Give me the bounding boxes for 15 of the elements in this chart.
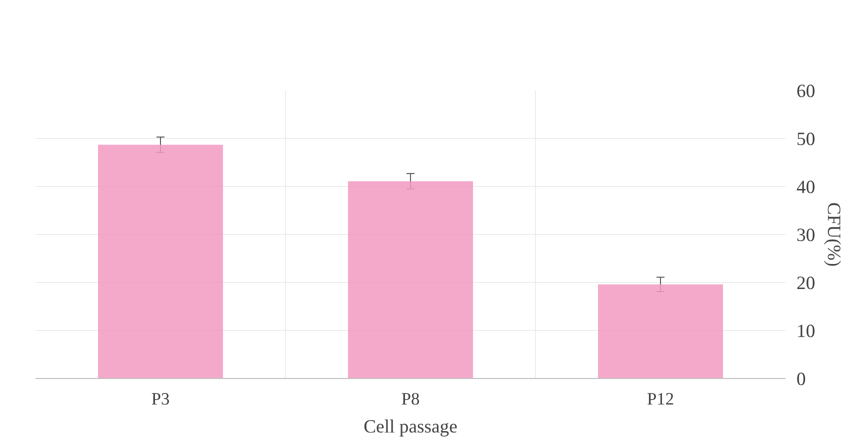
- bar: [348, 181, 473, 378]
- y-tick-label: 0: [796, 369, 806, 390]
- y-tick-label: 10: [796, 321, 816, 342]
- y-tick-label: 60: [796, 81, 816, 102]
- bar: [598, 284, 723, 378]
- y-tick-label: 50: [796, 129, 816, 150]
- x-tick-label: P12: [647, 390, 674, 408]
- y-tick-label: 40: [796, 177, 816, 198]
- y-tick-label: 20: [796, 273, 816, 294]
- x-tick-label: P8: [401, 390, 420, 408]
- y-tick-label: 30: [796, 225, 816, 246]
- x-axis-title: Cell passage: [364, 416, 458, 438]
- bar: [98, 144, 223, 378]
- x-tick-label: P3: [151, 390, 170, 408]
- y-axis-title: CFU(%): [823, 202, 844, 267]
